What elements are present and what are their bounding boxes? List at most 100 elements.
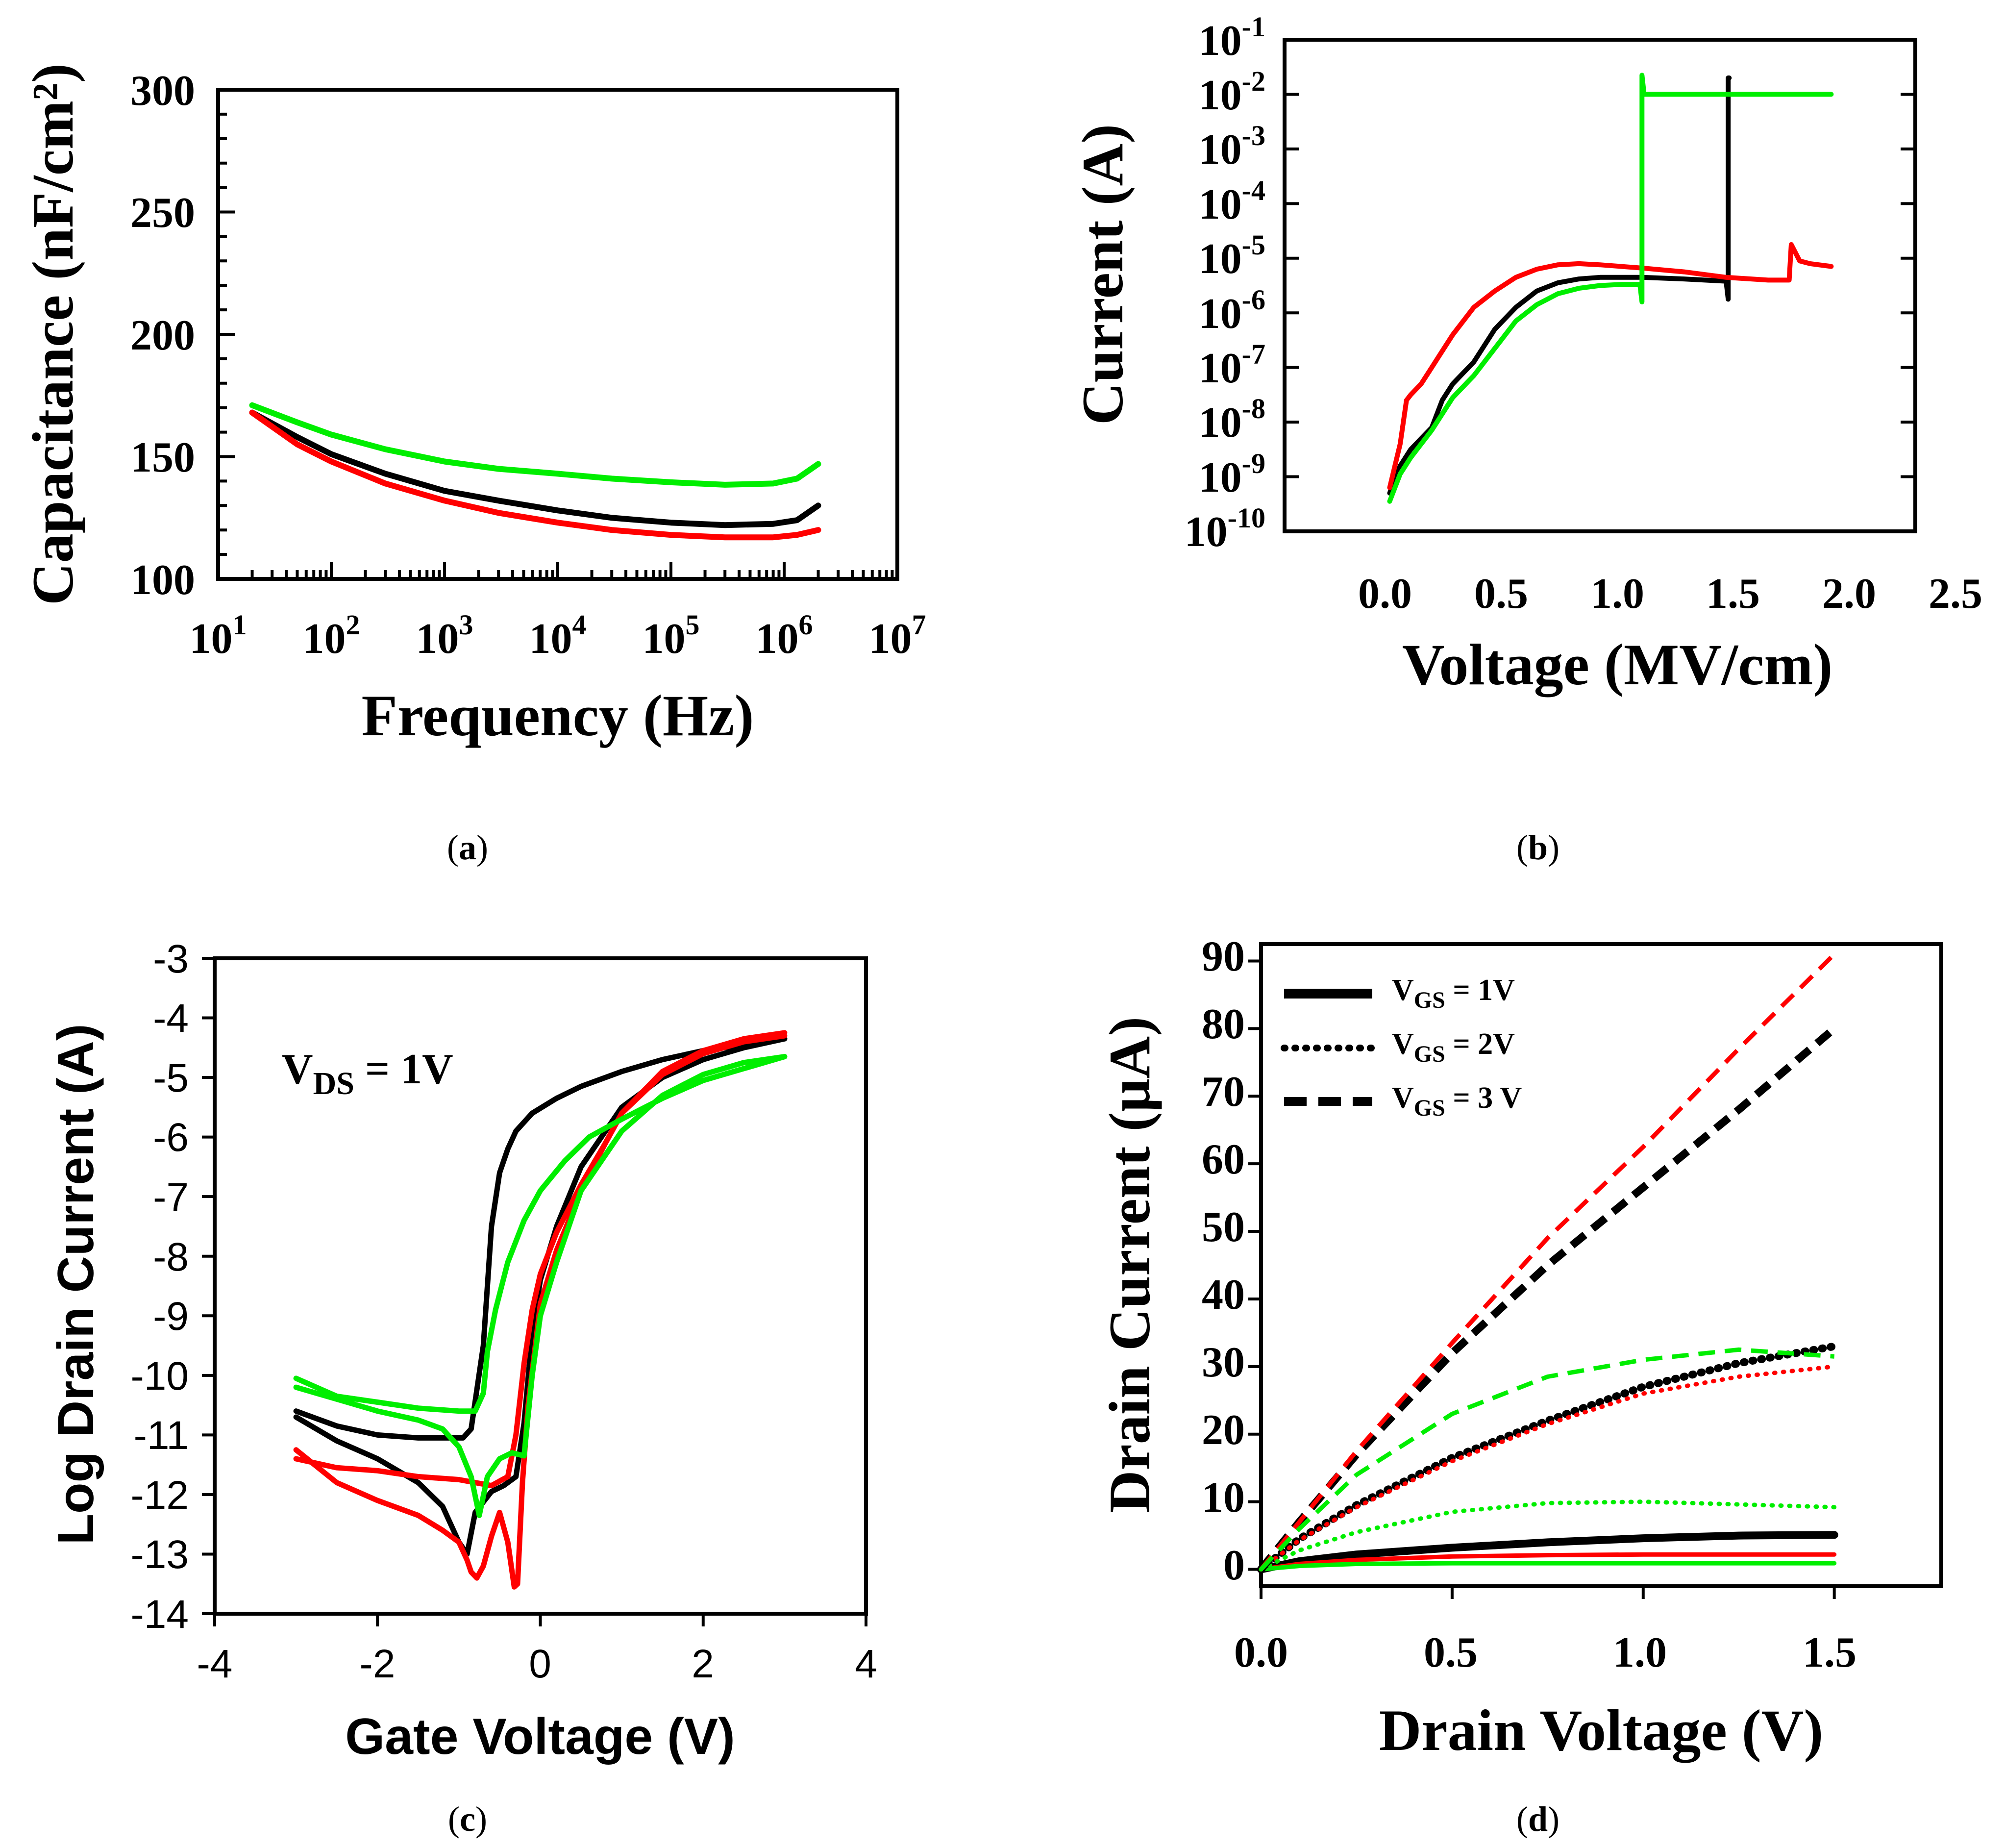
c-series-green-rev (293, 1054, 788, 1518)
c-x-tick: -2 (360, 1642, 396, 1686)
d-y-tick: 0 (1223, 1542, 1245, 1589)
c-x-axis-label: Gate Voltage (V) (345, 1708, 735, 1765)
legend-main: V (1392, 1081, 1414, 1115)
panel-a: 101 102 103 104 105 106 107 100 150 200 … (20, 63, 926, 867)
d-x-tick: 1.5 (1803, 1629, 1856, 1676)
b-y-tick-10-minus-2: 10-2 (1199, 65, 1265, 119)
d-y-tick: 10 (1202, 1474, 1245, 1522)
d-y-tick: 20 (1202, 1406, 1245, 1454)
c-x-tick: -4 (197, 1642, 233, 1686)
b-x-tick: 0.0 (1358, 570, 1412, 618)
c-y-tick: -7 (153, 1175, 189, 1220)
b-x-tick: 1.5 (1706, 570, 1760, 618)
c-y-tick: -13 (130, 1532, 189, 1577)
d-caption-letter: d (1528, 1799, 1548, 1839)
c-y-tick: -10 (130, 1354, 189, 1398)
panel-c: -4 -2 0 2 4 -14 -13 -12 -11 -10 -9 -8 -7… (48, 937, 877, 1839)
c-series-black-fwd (293, 1036, 788, 1441)
d-y-tick: 40 (1202, 1271, 1245, 1319)
d-series-green-vgs-3v (1259, 1347, 1835, 1571)
b-series-green (1387, 73, 1834, 504)
panel-a-y-tick-labels: 100 150 200 250 300 (130, 67, 195, 604)
b-y-tick-10-minus-1: 10-1 (1199, 11, 1265, 65)
b-x-tick: 1.0 (1590, 570, 1644, 618)
a-x-tick-10-5: 105 (643, 609, 700, 663)
d-series-red-vgs-2v (1259, 1364, 1837, 1572)
a-y-tick: 100 (130, 556, 195, 604)
a-series-green (249, 402, 821, 488)
a-x-tick-10-3: 103 (416, 609, 473, 663)
d-series-black-vgs-2v (1257, 1342, 1838, 1573)
a-caption: (a) (447, 828, 488, 867)
b-series-red (1387, 242, 1834, 490)
c-annotation-vds: VDS = 1V (282, 1046, 453, 1101)
b-x-tick: 2.0 (1822, 570, 1876, 618)
c-y-tick: -9 (153, 1294, 189, 1339)
panel-c-y-tick-labels: -14 -13 -12 -11 -10 -9 -8 -7 -6 -5 -4 -3 (130, 937, 189, 1637)
panel-c-x-tick-labels: -4 -2 0 2 4 (197, 1642, 877, 1686)
b-caption-letter: b (1528, 828, 1548, 867)
panel-b-ticks (1285, 38, 1915, 533)
legend-label-vgs-1v: VGS = 1V (1392, 974, 1515, 1013)
d-y-tick: 50 (1202, 1203, 1245, 1251)
legend-main: V (1392, 1027, 1414, 1061)
c-y-tick: -8 (153, 1235, 189, 1279)
c-y-tick: -3 (153, 937, 189, 981)
panel-d-plot-frame (1259, 942, 1943, 1588)
a-y-tick: 200 (130, 312, 195, 359)
a-x-tick-10-2: 102 (303, 609, 360, 663)
c-y-tick: -12 (130, 1473, 189, 1518)
a-x-axis-label: Frequency (Hz) (362, 683, 754, 748)
d-x-tick: 1.0 (1613, 1629, 1667, 1676)
c-y-tick: -4 (153, 996, 189, 1041)
b-x-tick: 2.5 (1929, 570, 1982, 618)
b-y-tick-10-minus-6: 10-6 (1199, 284, 1265, 338)
panel-c-series (293, 1030, 788, 1590)
c-y-tick: -5 (153, 1056, 189, 1100)
legend-sub: GS (1414, 1041, 1445, 1067)
d-y-tick: 70 (1202, 1068, 1245, 1116)
legend-rest: = 2V (1445, 1027, 1515, 1061)
a-series-red (249, 409, 821, 541)
panel-a-ticks (217, 88, 899, 580)
legend-rest: = 3 V (1445, 1081, 1522, 1115)
legend-rest: = 1V (1445, 974, 1515, 1007)
legend-main: V (1392, 974, 1414, 1007)
b-y-tick-10-minus-4: 10-4 (1199, 175, 1265, 228)
c-y-axis-label: Log Drain Current (A) (48, 1024, 104, 1545)
legend-sub: GS (1414, 1095, 1445, 1121)
legend-label-vgs-2v: VGS = 2V (1392, 1027, 1515, 1067)
b-y-tick-10-minus-10: 10-10 (1185, 502, 1265, 556)
d-caption: (d) (1516, 1799, 1559, 1839)
b-caption: (b) (1516, 828, 1559, 867)
panel-b-plot-frame (1283, 38, 1917, 533)
panel-b-y-tick-labels: 10-10 10-9 10-8 10-7 10-6 10-5 10-4 10-3… (1185, 11, 1265, 556)
d-y-tick: 80 (1202, 1000, 1245, 1048)
b-y-tick-10-minus-5: 10-5 (1199, 229, 1265, 283)
d-y-tick: 60 (1202, 1136, 1245, 1183)
d-series-red-vgs-1v (1259, 1552, 1837, 1572)
d-series-green-vgs-2v (1259, 1499, 1837, 1572)
panel-a-series (249, 402, 821, 541)
panel-d: VGS = 1V VGS = 2V VGS = 3 V 0.0 0.5 1.0 … (1097, 933, 1943, 1839)
a-y-tick: 300 (130, 67, 195, 115)
c-annotation-main: V (282, 1046, 313, 1093)
panel-d-legend: VGS = 1V VGS = 2V VGS = 3 V (1281, 974, 1522, 1121)
c-x-tick: 4 (855, 1642, 877, 1686)
panel-a-x-tick-labels: 101 102 103 104 105 106 107 (190, 609, 926, 663)
d-x-tick: 0.0 (1234, 1629, 1288, 1676)
panel-d-ticks (1248, 959, 1836, 1599)
b-y-tick-10-minus-8: 10-8 (1199, 393, 1265, 447)
b-y-tick-10-minus-9: 10-9 (1199, 448, 1265, 501)
b-series-black (1387, 75, 1732, 496)
d-series-black-vgs-3v (1258, 1025, 1837, 1572)
d-y-tick: 90 (1202, 933, 1245, 980)
d-x-tick: 0.5 (1424, 1629, 1478, 1676)
a-x-tick-10-4: 104 (529, 609, 587, 663)
c-series-red-fwd (293, 1033, 788, 1489)
d-series-black-vgs-1v (1257, 1531, 1838, 1573)
panel-d-x-tick-labels: 0.0 0.5 1.0 1.5 (1234, 1629, 1856, 1676)
d-y-axis-label: Drain Current (μA) (1097, 1017, 1162, 1513)
c-x-tick: 0 (529, 1642, 551, 1686)
